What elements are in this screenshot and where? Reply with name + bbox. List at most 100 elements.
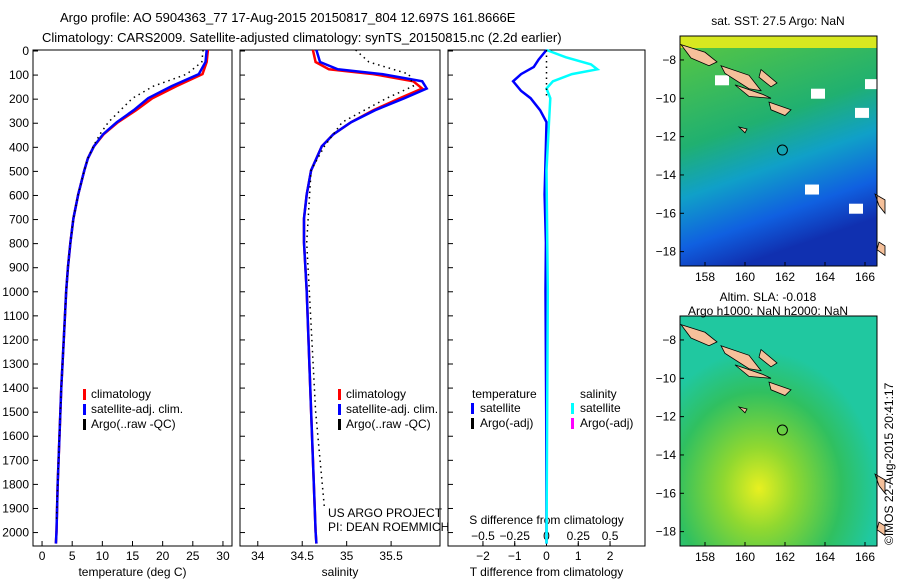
y-tick-label: 0 [22,44,29,58]
y-tick-label: 2000 [2,526,29,540]
x-tick-label: 34 [251,549,265,563]
y-tick-label: 1500 [2,405,29,419]
legend-swatch [83,389,86,400]
y-tick-label: 1600 [2,429,29,443]
legend-label: satellite [580,401,621,415]
y-tick-label: 500 [9,164,29,178]
land-island [876,241,886,257]
legend-swatch [338,404,341,415]
legend-title: salinity [580,387,617,401]
y-tick-label: 800 [9,237,29,251]
land-island [768,101,792,117]
series-line-s-satellite [545,48,601,544]
map-frame [679,35,878,267]
land-island [720,345,762,372]
y-tick-label: 1000 [2,285,29,299]
lon-tick-label: 160 [735,550,755,564]
x-tick-label: −2 [476,549,490,563]
missing-data-patch [715,75,729,86]
legend-swatch [83,419,86,430]
y-tick-label: 900 [9,261,29,275]
legend-swatch [83,404,86,415]
land-island [679,323,718,347]
series-line-satellite-adj-clim- [54,49,208,544]
land-island [876,521,886,537]
legend-label: Argo(..raw -QC) [91,417,176,431]
legend-label: climatology [346,387,406,401]
land-island [758,68,778,88]
series-line-argo-raw-qc- [305,49,415,508]
missing-data-patch [805,184,819,195]
x-tick-label: 34.5 [291,549,315,563]
y-tick-label: 1400 [2,381,29,395]
sla-map: 158 160 162 164 166 −8 −10 −12 −14 −16 −18 Altim. S… [656,290,886,564]
series-line-argo-raw-qc- [55,49,204,520]
x-tick-label: 35.5 [379,549,403,563]
legend-label: Argo(-adj) [580,416,633,430]
x-tick-label: 25 [186,549,200,563]
map-field [680,316,877,546]
lat-tick-label: −12 [656,410,677,424]
lon-tick-label: 166 [855,270,875,284]
salinity-panel: 34 34.5 35 35.5 salinity climatologysatellite… [239,49,441,579]
x-tick-label: 30 [216,549,230,563]
legend-swatch [338,389,341,400]
lon-tick-label: 164 [815,270,835,284]
x-tick-label: 2 [607,549,614,563]
lat-tick-label: −14 [656,168,677,182]
sst-map: 158 160 162 164 166 −8 −10 −12 −14 −16 −18 sat. SST… [656,14,886,284]
legend-swatch [471,403,474,414]
argo-location-marker [776,424,788,436]
legend-swatch [471,418,474,429]
land-island [734,364,772,379]
lat-tick-label: −16 [656,486,677,500]
land-island [720,65,762,92]
x-axis-label: temperature (deg C) [78,565,186,579]
x-tick-label: 10 [96,549,110,563]
x-tick-label: 20 [156,549,170,563]
x-tick-label: 1 [575,549,582,563]
y-tick-label: 200 [9,92,29,106]
lat-tick-label: −8 [662,53,676,67]
land-island [768,381,792,397]
map-subtitle: Argo h1000: NaN h2000: NaN [688,304,848,318]
legend-swatch [338,419,341,430]
series-line-t-satellite [511,49,548,544]
timestamp: ©IMOS 22-Aug-2015 20:41:17 [882,382,896,545]
series-line-satellite-adj-clim- [302,49,429,544]
map-frame [679,315,878,547]
y-tick-label: 700 [9,213,29,227]
lat-tick-label: −10 [656,371,677,385]
missing-data-patch [849,203,863,214]
y-tick-label: 600 [9,188,29,202]
legend-swatch [571,418,574,429]
missing-data-patch [865,79,879,90]
missing-data-patch [811,88,825,99]
y-tick-label: 1300 [2,357,29,371]
series-line-climatology [54,49,210,544]
land-island [734,84,772,99]
x2-tick-label: 0.5 [602,529,619,543]
legend-label: climatology [91,387,151,401]
plot-frame [32,49,233,547]
lat-tick-label: −12 [656,130,677,144]
credit-text: US ARGO PROJECT [328,506,443,520]
x2-tick-label: −0.25 [500,529,531,543]
map-field [680,36,877,266]
legend-label: Argo(..raw -QC) [346,417,431,431]
x-tick-label: 5 [69,549,76,563]
missing-data-patch [855,107,869,118]
title-line1: Argo profile: AO 5904363_77 17-Aug-2015 … [60,10,516,25]
land-island [679,43,718,67]
lat-tick-label: −16 [656,206,677,220]
lat-tick-label: −8 [662,333,676,347]
y-tick-label: 1100 [3,309,29,323]
legend-label: satellite [480,401,521,415]
y-tick-label: 1800 [2,477,29,491]
legend-swatch [571,403,574,414]
lon-tick-label: 162 [775,270,795,284]
y-tick-label: 300 [9,116,29,130]
argo-location-marker [776,144,788,156]
